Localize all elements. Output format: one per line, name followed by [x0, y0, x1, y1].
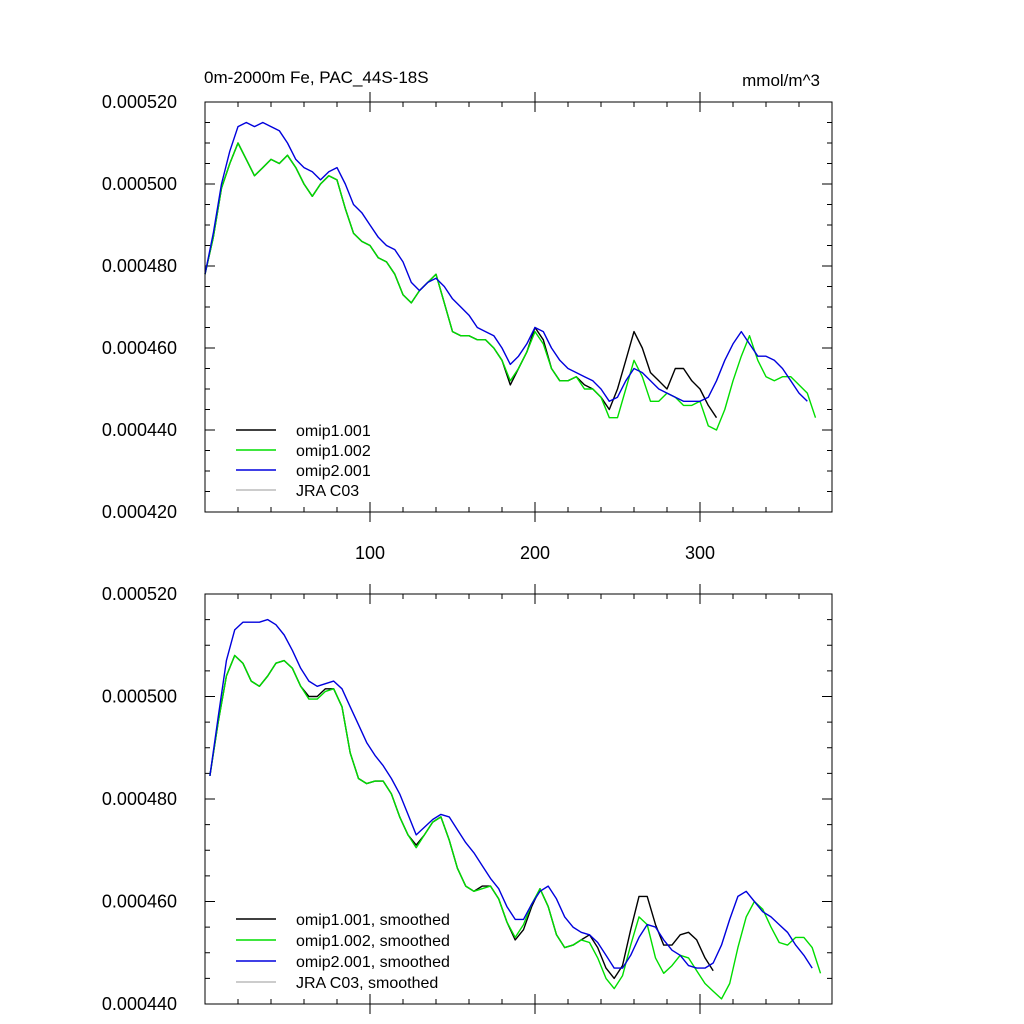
y-tick-label: 0.000460 — [102, 338, 177, 358]
top-panel: 0m-2000m Fe, PAC_44S-18S mmol/m^3 100 20… — [102, 68, 833, 563]
legend-label-omip2-001-smoothed: omip2.001, smoothed — [296, 954, 450, 971]
top-panel-series — [204, 121, 817, 431]
y-tick-label: 0.000460 — [102, 892, 177, 912]
bottom-panel-series — [209, 618, 822, 1000]
legend-label-omip1-002: omip1.002 — [296, 443, 371, 460]
legend-label-omip1-001: omip1.001 — [296, 423, 371, 440]
top-panel-title: 0m-2000m Fe, PAC_44S-18S — [204, 68, 429, 87]
legend-label-omip2-001: omip2.001 — [296, 463, 371, 480]
bottom-panel-y-tick-labels: 0.000440 0.000460 0.000480 0.000500 0.00… — [102, 584, 177, 1014]
y-tick-label: 0.000500 — [102, 174, 177, 194]
y-tick-label: 0.000520 — [102, 584, 177, 604]
top-panel-y-tick-labels: 0.000420 0.000440 0.000460 0.000480 0.00… — [102, 92, 177, 522]
series-line-omip1-002 — [204, 142, 817, 431]
y-tick-label: 0.000500 — [102, 687, 177, 707]
y-tick-label: 0.000480 — [102, 256, 177, 276]
bottom-panel-frame — [204, 593, 833, 1005]
bottom-panel-ticks — [205, 584, 832, 1014]
x-tick-label: 200 — [520, 543, 550, 563]
y-tick-label: 0.000480 — [102, 789, 177, 809]
series-line-omip1-002-smoothed — [209, 654, 822, 1000]
top-panel-frame — [204, 101, 833, 513]
series-line-omip2-001 — [204, 121, 808, 402]
y-tick-label: 0.000520 — [102, 92, 177, 112]
legend-label-jra-c03-smoothed: JRA C03, smoothed — [296, 975, 438, 992]
y-tick-label: 0.000440 — [102, 420, 177, 440]
bottom-panel-legend: omip1.001, smoothed omip1.002, smoothed … — [236, 912, 450, 992]
series-line-omip2-001-smoothed — [209, 618, 813, 969]
x-tick-label: 100 — [355, 543, 385, 563]
top-panel-legend: omip1.001 omip1.002 omip2.001 JRA C03 — [236, 423, 371, 500]
bottom-panel: 0.000440 0.000460 0.000480 0.000500 0.00… — [102, 584, 833, 1014]
x-tick-label: 300 — [685, 543, 715, 563]
y-tick-label: 0.000440 — [102, 994, 177, 1014]
top-panel-units: mmol/m^3 — [742, 71, 820, 90]
top-panel-x-tick-labels: 100 200 300 — [355, 543, 715, 563]
legend-label-omip1-002-smoothed: omip1.002, smoothed — [296, 933, 450, 950]
y-tick-label: 0.000420 — [102, 502, 177, 522]
legend-label-jra-c03: JRA C03 — [296, 483, 359, 500]
legend-label-omip1-001-smoothed: omip1.001, smoothed — [296, 912, 450, 929]
